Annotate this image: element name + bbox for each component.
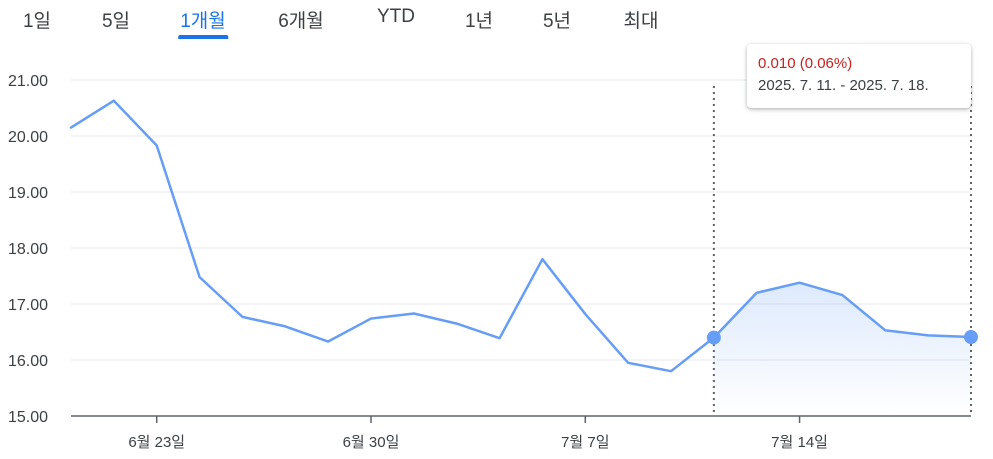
x-tick-label: 6월 23일 xyxy=(128,434,185,451)
tab-1m[interactable]: 1개월 xyxy=(178,6,228,39)
range-point xyxy=(706,330,721,345)
range-point xyxy=(964,330,978,345)
range-tabs: 1일 5일 1개월 6개월 YTD 1년 5년 최대 xyxy=(0,0,993,44)
y-tick-label: 18.00 xyxy=(8,241,48,258)
x-tick-label: 6월 30일 xyxy=(343,434,400,451)
series-line xyxy=(69,99,973,373)
y-tick-label: 19.00 xyxy=(8,185,48,202)
x-tick-label: 7월 7일 xyxy=(561,434,609,451)
tooltip-change: 0.010 (0.06%) xyxy=(758,55,853,72)
tab-6m[interactable]: 6개월 xyxy=(278,11,324,32)
tab-1y[interactable]: 1년 xyxy=(464,11,494,32)
y-tick-label: 20.00 xyxy=(8,129,48,146)
highlight-area xyxy=(713,282,971,416)
tab-ytd[interactable]: YTD xyxy=(377,6,415,27)
tab-max[interactable]: 최대 xyxy=(623,11,659,32)
y-tick-label: 21.00 xyxy=(8,73,48,90)
y-tick-label: 16.00 xyxy=(8,353,48,370)
y-tick-label: 17.00 xyxy=(8,297,48,314)
tooltip-date-range: 2025. 7. 11. - 2025. 7. 18. xyxy=(758,77,929,94)
x-tick-label: 7월 14일 xyxy=(771,434,828,451)
tab-5y[interactable]: 5년 xyxy=(542,11,572,32)
tab-5d[interactable]: 5일 xyxy=(101,11,131,32)
tab-1d[interactable]: 1일 xyxy=(22,11,52,32)
y-tick-label: 15.00 xyxy=(8,409,48,426)
chart-tooltip: 0.010 (0.06%) 2025. 7. 11. - 2025. 7. 18… xyxy=(747,44,971,108)
